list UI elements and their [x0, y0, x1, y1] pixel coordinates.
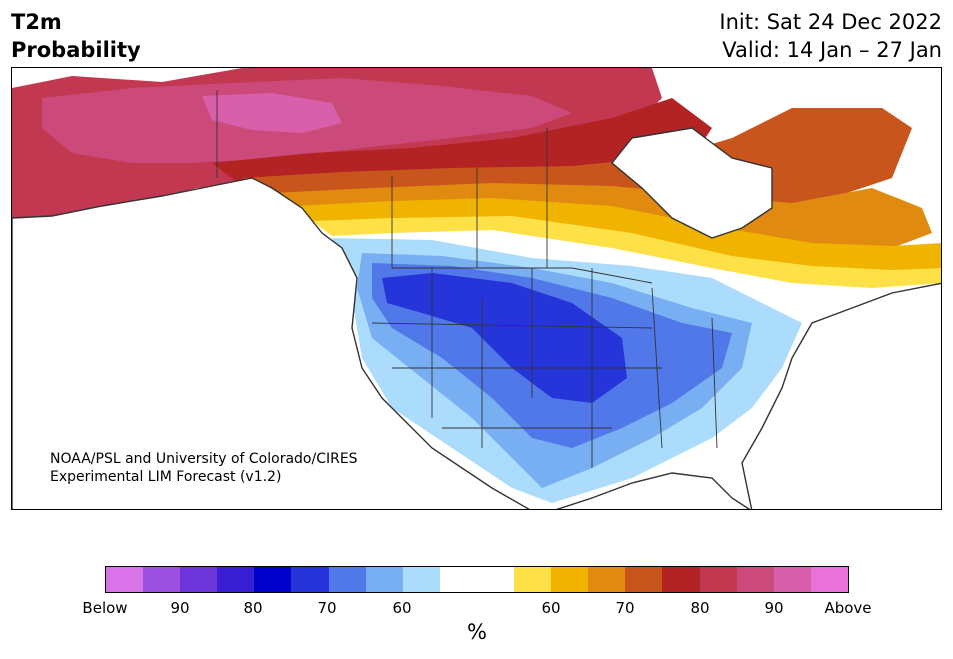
forecast-dates: Init: Sat 24 Dec 2022 Valid: 14 Jan – 27… — [719, 8, 942, 64]
colorbar-segment — [254, 567, 292, 592]
colorbar-segment — [328, 567, 366, 592]
colorbar-segment — [439, 567, 477, 592]
colorbar-segment — [180, 567, 218, 592]
variable-label: T2m — [11, 10, 62, 34]
above-75-region — [212, 98, 712, 186]
colorbar-segment — [143, 567, 181, 592]
colorbar-segment — [662, 567, 700, 592]
colorbar-tick-label: Above — [824, 599, 872, 617]
valid-date: Valid: 14 Jan – 27 Jan — [722, 38, 942, 62]
colorbar-tick-label: 70 — [317, 599, 337, 617]
above-95-region — [202, 93, 342, 133]
credit-line-2: Experimental LIM Forecast (v1.2) — [50, 469, 282, 485]
colorbar-segment — [588, 567, 626, 592]
credit-line-1: NOAA/PSL and University of Colorado/CIRE… — [50, 451, 358, 467]
colorbar-tick-label: Below — [82, 599, 128, 617]
atlantic-ocean — [741, 282, 941, 509]
colorbar-segment — [402, 567, 440, 592]
above-55-region — [312, 216, 941, 288]
colorbar-segment — [699, 567, 737, 592]
colorbar — [105, 566, 849, 593]
above-60-region — [292, 198, 941, 273]
credit-text: NOAA/PSL and University of Colorado/CIRE… — [50, 450, 358, 486]
pacific-ocean — [12, 177, 530, 509]
colorbar-tick-label: 60 — [392, 599, 412, 617]
colorbar-segment — [514, 567, 552, 592]
colorbar-tick-label: 60 — [541, 599, 561, 617]
above-65-region — [272, 183, 932, 248]
hudson-bay — [611, 127, 773, 239]
north-america-map — [12, 68, 941, 509]
colorbar-tick-label: 90 — [764, 599, 784, 617]
colorbar-segment — [736, 567, 774, 592]
init-date: Init: Sat 24 Dec 2022 — [719, 10, 942, 34]
colorbar-tick-label: 90 — [170, 599, 190, 617]
colorbar-tick-label: 80 — [690, 599, 710, 617]
gulf-of-mexico — [555, 472, 751, 509]
colorbar-unit: % — [467, 620, 487, 644]
map-panel: NOAA/PSL and University of Colorado/CIRE… — [11, 67, 942, 510]
colorbar-segment — [291, 567, 329, 592]
colorbar-segment — [773, 567, 811, 592]
colorbar-segment — [476, 567, 515, 592]
political-borders — [216, 90, 718, 468]
colorbar-segment — [365, 567, 403, 592]
below-70-region — [382, 273, 627, 403]
subtitle-label: Probability — [11, 38, 141, 62]
colorbar-segment — [217, 567, 255, 592]
map-title: T2m Probability — [11, 8, 141, 64]
colorbar-segment — [810, 567, 848, 592]
colorbar-segment — [625, 567, 663, 592]
colorbar-tick-label: 80 — [243, 599, 263, 617]
colorbar-tick-label: 70 — [615, 599, 635, 617]
colorbar-segment — [106, 567, 144, 592]
colorbar-segment — [551, 567, 589, 592]
